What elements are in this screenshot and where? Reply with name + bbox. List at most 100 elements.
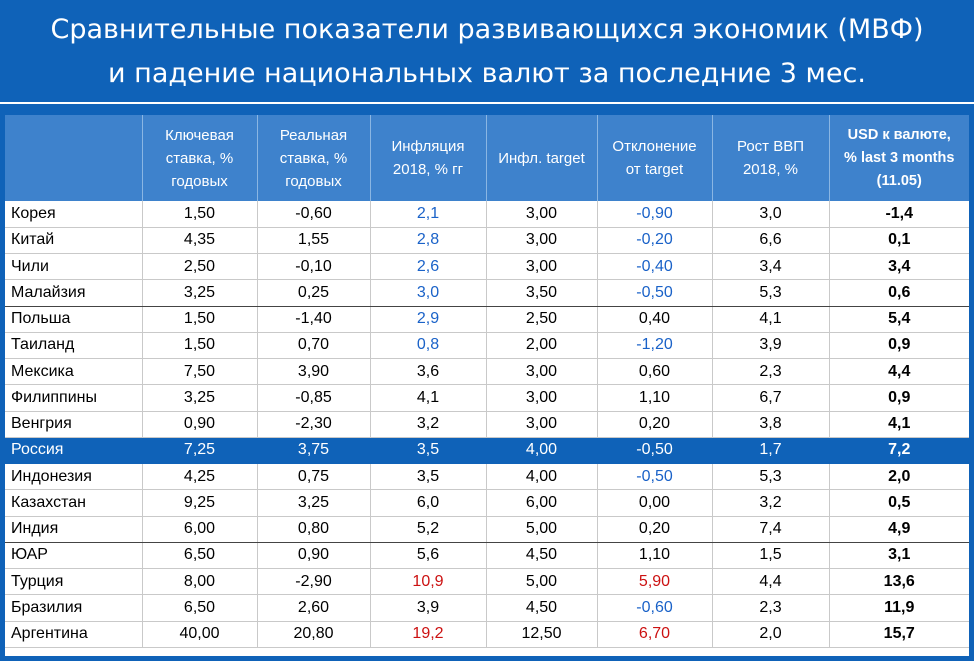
header-inflation: Инфляция 2018, % гг (369, 115, 486, 201)
cell-deviation: 6,70 (596, 621, 712, 648)
cell-usd-change: 0,1 (828, 227, 969, 255)
cell-inflation: 3,5 (369, 463, 486, 491)
table-row: Чили 2,50 -0,10 2,6 3,00 -0,40 3,4 3,4 (5, 253, 969, 281)
cell-real-rate: -0,85 (256, 384, 370, 412)
cell-inflation: 4,1 (369, 384, 486, 412)
cell-real-rate: 0,75 (256, 463, 370, 491)
table-row: Индия 6,00 0,80 5,2 5,00 0,20 7,4 4,9 (5, 516, 969, 543)
table-row: Корея 1,50 -0,60 2,1 3,00 -0,90 3,0 -1,4 (5, 201, 969, 228)
cell-key-rate: 4,25 (141, 463, 257, 491)
header-inflation-target: Инфл. target (485, 115, 597, 201)
cell-usd-change: 4,1 (828, 411, 969, 438)
cell-inflation: 2,8 (369, 227, 486, 255)
cell-real-rate: -2,30 (256, 411, 370, 438)
cell-country: Таиланд (5, 332, 142, 360)
cell-usd-change: 3,1 (828, 542, 969, 570)
cell-country: Россия (5, 437, 142, 465)
cell-gdp-growth: 1,5 (711, 542, 829, 570)
cell-gdp-growth: 6,7 (711, 384, 829, 412)
cell-real-rate: -0,60 (256, 201, 370, 228)
cell-deviation: 0,00 (596, 489, 712, 517)
cell-inflation: 3,0 (369, 279, 486, 307)
cell-gdp-growth: 4,1 (711, 306, 829, 333)
cell-deviation: -1,20 (596, 332, 712, 360)
cell-inflation-target: 12,50 (485, 621, 597, 648)
cell-inflation: 2,9 (369, 306, 486, 333)
cell-gdp-growth: 2,0 (711, 621, 829, 648)
cell-usd-change: 0,9 (828, 384, 969, 412)
cell-inflation: 3,6 (369, 358, 486, 386)
table-row: ЮАР 6,50 0,90 5,6 4,50 1,10 1,5 3,1 (5, 542, 969, 570)
cell-usd-change: 0,9 (828, 332, 969, 360)
title-divider (0, 102, 974, 104)
header-gdp-growth: Рост ВВП 2018, % (711, 115, 829, 201)
cell-real-rate: 2,60 (256, 594, 370, 622)
cell-deviation: -0,50 (596, 437, 712, 465)
cell-gdp-growth: 6,6 (711, 227, 829, 255)
cell-deviation: 0,40 (596, 306, 712, 333)
cell-key-rate: 7,25 (141, 437, 257, 465)
cell-inflation: 2,1 (369, 201, 486, 228)
cell-gdp-growth: 3,9 (711, 332, 829, 360)
cell-inflation: 2,6 (369, 253, 486, 281)
cell-key-rate: 1,50 (141, 201, 257, 228)
cell-inflation: 5,6 (369, 542, 486, 570)
cell-inflation-target: 5,00 (485, 568, 597, 596)
cell-country: Бразилия (5, 594, 142, 622)
table-row: Бразилия 6,50 2,60 3,9 4,50 -0,60 2,3 11,9 (5, 594, 969, 622)
cell-gdp-growth: 3,8 (711, 411, 829, 438)
cell-country: Китай (5, 227, 142, 255)
cell-country: Венгрия (5, 411, 142, 438)
cell-inflation-target: 6,00 (485, 489, 597, 517)
cell-inflation-target: 3,00 (485, 201, 597, 228)
header-country (5, 115, 142, 201)
cell-inflation: 10,9 (369, 568, 486, 596)
cell-key-rate: 8,00 (141, 568, 257, 596)
cell-gdp-growth: 7,4 (711, 516, 829, 543)
cell-inflation-target: 3,00 (485, 253, 597, 281)
cell-country: Казахстан (5, 489, 142, 517)
cell-deviation: 0,20 (596, 411, 712, 438)
cell-country: Польша (5, 306, 142, 333)
cell-deviation: -0,20 (596, 227, 712, 255)
cell-deviation: 5,90 (596, 568, 712, 596)
table-row: Аргентина 40,00 20,80 19,2 12,50 6,70 2,0 15,7 (5, 621, 969, 648)
table-row: Россия 7,25 3,75 3,5 4,00 -0,50 1,7 7,2 (5, 437, 969, 465)
cell-key-rate: 7,50 (141, 358, 257, 386)
cell-key-rate: 4,35 (141, 227, 257, 255)
header-usd-change: USD к валюте, % last 3 months (11.05) (828, 115, 969, 201)
cell-usd-change: 7,2 (828, 437, 969, 465)
cell-key-rate: 0,90 (141, 411, 257, 438)
title-line-2: и падение национальных валют за последни… (108, 58, 866, 89)
cell-gdp-growth: 5,3 (711, 279, 829, 307)
cell-country: Аргентина (5, 621, 142, 648)
cell-key-rate: 1,50 (141, 332, 257, 360)
cell-gdp-growth: 3,2 (711, 489, 829, 517)
header-deviation: Отклонение от target (596, 115, 712, 201)
cell-inflation-target: 2,50 (485, 306, 597, 333)
cell-gdp-growth: 5,3 (711, 463, 829, 491)
cell-real-rate: 0,80 (256, 516, 370, 543)
cell-gdp-growth: 4,4 (711, 568, 829, 596)
cell-country: ЮАР (5, 542, 142, 570)
cell-inflation: 6,0 (369, 489, 486, 517)
cell-inflation: 0,8 (369, 332, 486, 360)
cell-inflation-target: 4,00 (485, 437, 597, 465)
table-row: Польша 1,50 -1,40 2,9 2,50 0,40 4,1 5,4 (5, 306, 969, 333)
cell-deviation: -0,60 (596, 594, 712, 622)
table-row: Мексика 7,50 3,90 3,6 3,00 0,60 2,3 4,4 (5, 358, 969, 386)
cell-inflation-target: 4,50 (485, 594, 597, 622)
cell-deviation: 0,20 (596, 516, 712, 543)
cell-usd-change: -1,4 (828, 201, 969, 228)
cell-inflation-target: 3,00 (485, 384, 597, 412)
cell-country: Малайзия (5, 279, 142, 307)
cell-deviation: 1,10 (596, 542, 712, 570)
cell-key-rate: 40,00 (141, 621, 257, 648)
cell-usd-change: 11,9 (828, 594, 969, 622)
cell-gdp-growth: 1,7 (711, 437, 829, 465)
table-row: Казахстан 9,25 3,25 6,0 6,00 0,00 3,2 0,5 (5, 489, 969, 517)
cell-real-rate: 3,75 (256, 437, 370, 465)
cell-real-rate: 0,90 (256, 542, 370, 570)
cell-usd-change: 4,4 (828, 358, 969, 386)
cell-usd-change: 5,4 (828, 306, 969, 333)
